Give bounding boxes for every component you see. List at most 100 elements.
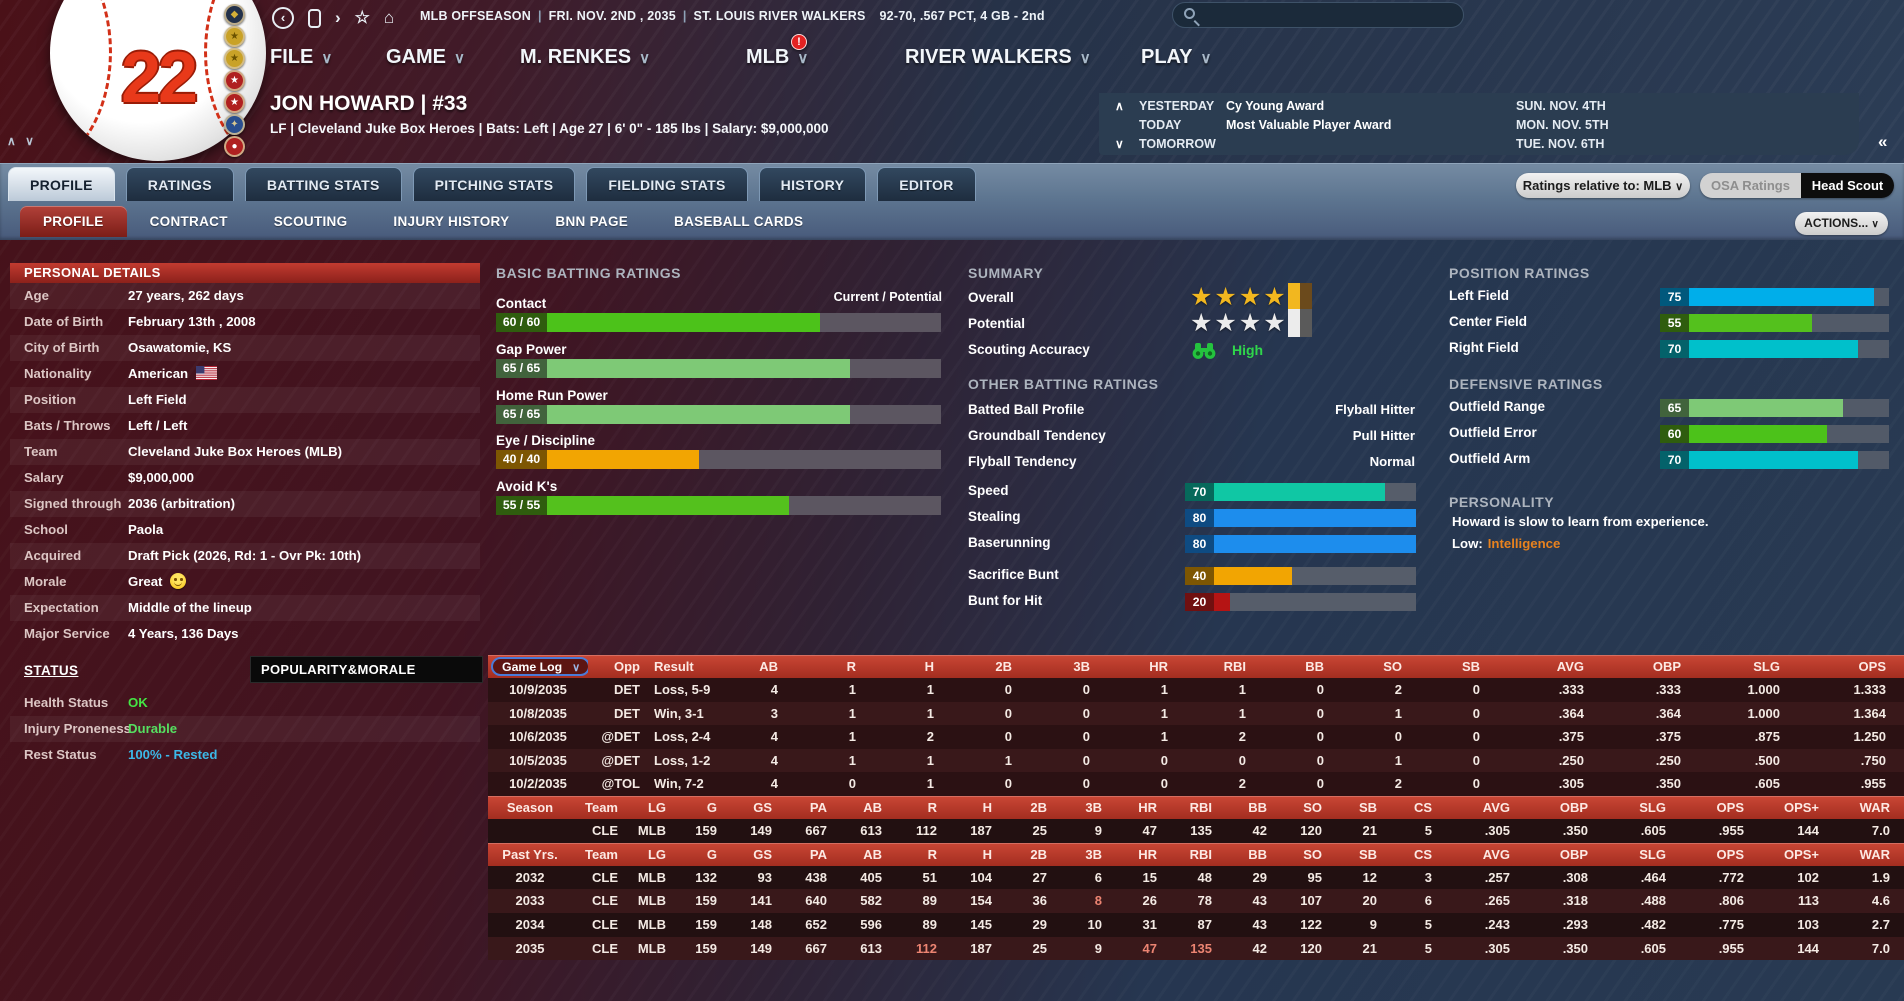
table-row[interactable]: 10/2/2035 @TOL Win, 7-2 4 0 1 0 0 0 2 0 2 0 .305 .350.… xyxy=(488,772,1904,796)
menu-file[interactable]: FILE ∨ xyxy=(270,46,333,68)
tab-fielding-stats[interactable]: FIELDING STATS xyxy=(586,167,748,201)
bookmark-icon[interactable] xyxy=(308,8,321,28)
search-input[interactable] xyxy=(1172,2,1464,28)
star-icon[interactable]: ☆ xyxy=(354,8,370,27)
rating-bar: 20 xyxy=(1185,593,1416,611)
subtab-contract[interactable]: CONTRACT xyxy=(149,214,228,229)
subtab-profile[interactable]: PROFILE xyxy=(20,206,127,237)
chevron-down-icon[interactable]: ∨ xyxy=(1115,137,1124,151)
actions-button[interactable]: ACTIONS... ∨ xyxy=(1795,212,1888,235)
tab-history[interactable]: HISTORY xyxy=(758,167,867,201)
current-date: FRI. NOV. 2ND , 2035 xyxy=(548,9,676,23)
chevron-up-icon[interactable]: ∧ xyxy=(1115,99,1124,113)
table-row[interactable]: 2035 CLE MLB 159 149 667 613 112 187 25 9 47 135 42 12… xyxy=(488,936,1904,961)
column-header: Team xyxy=(585,846,618,862)
detail-label: Salary xyxy=(24,470,64,485)
table-cell: 0 xyxy=(1472,776,1480,792)
tab-ratings[interactable]: RATINGS xyxy=(125,167,234,201)
table-row[interactable]: 2033 CLE MLB 159 141 640 582 89 154 36 8 26 78 43 107 2… xyxy=(488,889,1904,914)
column-header: AVG xyxy=(1482,846,1510,862)
table-cell: 0 xyxy=(1160,776,1168,792)
home-icon[interactable]: ⌂ xyxy=(383,8,395,27)
tab-profile[interactable]: PROFILE xyxy=(8,167,115,201)
collapse-panel-icon[interactable]: « xyxy=(1878,132,1888,151)
schedule-event[interactable]: Most Valuable Player Award xyxy=(1226,118,1392,132)
forward-icon[interactable]: › xyxy=(335,8,341,27)
table-cell: 48 xyxy=(1197,869,1212,885)
menu-play[interactable]: PLAY ∨ xyxy=(1141,46,1212,68)
head-scout-button[interactable]: Head Scout xyxy=(1801,173,1894,198)
status-line: MLB OFFSEASON | FRI. NOV. 2ND , 2035 | ST. L… xyxy=(420,9,1045,23)
menu-river-walkers[interactable]: RIVER WALKERS ∨ xyxy=(905,46,1091,68)
tab-pitching-stats[interactable]: PITCHING STATS xyxy=(412,167,576,201)
rating-value: 55 / 55 xyxy=(496,496,547,516)
table-cell: 0 xyxy=(1160,752,1168,768)
main-tabs: PROFILE RATINGS BATTING STATS PITCHING STAT… xyxy=(8,167,976,201)
ratings-relative-dropdown[interactable]: Ratings relative to: MLB ∨ xyxy=(1516,173,1690,198)
sub-tabs: PROFILE CONTRACT SCOUTING INJURY HISTORY BNN… xyxy=(20,206,826,237)
detail-row: Morale Great xyxy=(10,569,480,595)
status-row: Rest Status 100% - Rested xyxy=(10,742,480,768)
detail-value: Draft Pick (2026, Rd: 1 - Ovr Pk: 10th) xyxy=(128,548,362,563)
user-team[interactable]: ST. LOUIS RIVER WALKERS xyxy=(693,9,866,23)
rating-value: 70 xyxy=(1185,483,1214,501)
rating-bar: 60 xyxy=(1660,425,1889,443)
subtab-scouting[interactable]: SCOUTING xyxy=(273,214,348,229)
table-cell: 89 xyxy=(922,893,937,909)
personality-low-trait[interactable]: Intelligence xyxy=(1487,536,1561,551)
chevron-down-icon: ∨ xyxy=(797,50,809,67)
back-icon[interactable]: ‹ xyxy=(272,7,294,29)
tab-batting-stats[interactable]: BATTING STATS xyxy=(244,167,402,201)
table-row[interactable]: 2032 CLE MLB 132 93 438 405 51 104 27 6 15 48 29 95 12 3… xyxy=(488,865,1904,890)
menu-m-renkes[interactable]: M. RENKES ∨ xyxy=(520,46,651,68)
table-row[interactable]: 10/5/2035 @DET Loss, 1-2 4 1 1 1 0 0 0 0 1 0 .250 .250… xyxy=(488,748,1904,773)
half-star-icon: ★ xyxy=(1287,309,1313,337)
table-cell: .955 xyxy=(1718,940,1744,956)
rating-fill xyxy=(1689,399,1843,417)
table-row[interactable]: 10/6/2035 @DET Loss, 2-4 4 1 2 0 0 1 2 0 0 0 .375 .375… xyxy=(488,725,1904,749)
rating-fill xyxy=(1214,483,1385,501)
rating-bar: 70 xyxy=(1660,340,1889,358)
table-cell: .488 xyxy=(1640,893,1666,909)
player-details: LF | Cleveland Juke Box Heroes | Bats: L… xyxy=(270,121,829,136)
menu-mlb[interactable]: MLB ∨ xyxy=(746,46,809,68)
table-cell: 122 xyxy=(1300,917,1322,933)
table-cell: 21 xyxy=(1362,940,1377,956)
star-icon: ★ xyxy=(1263,309,1288,337)
table-cell: 113 xyxy=(1798,893,1819,909)
popularity-morale-tab[interactable]: POPULARITY&MORALE xyxy=(250,656,483,683)
subtab-bnn-page[interactable]: BNN PAGE xyxy=(555,214,629,229)
other-batting-header: OTHER BATTING RATINGS xyxy=(968,376,1159,392)
table-row[interactable]: 10/8/2035 DET Win, 3-1 3 1 1 0 0 1 1 0 1 0 .364 .364 1.… xyxy=(488,701,1904,726)
column-header: Past Yrs. xyxy=(502,846,558,862)
table-row[interactable]: CLE MLB 159 149 667 613 112 187 25 9 47 135 42 120 21 5… xyxy=(488,818,1904,843)
schedule-event[interactable]: Cy Young Award xyxy=(1226,99,1325,113)
rating-label: Baserunning xyxy=(968,535,1051,550)
table-cell: 4 xyxy=(770,729,778,745)
rating-fill xyxy=(1214,593,1230,611)
osa-ratings-button[interactable]: OSA Ratings xyxy=(1700,173,1801,198)
column-header: R xyxy=(927,799,937,815)
potential-stars: ★★★★★ xyxy=(1190,308,1313,338)
table-row[interactable]: 2034 CLE MLB 159 148 652 596 89 145 29 10 31 87 43 122… xyxy=(488,913,1904,937)
rating-track xyxy=(547,404,941,424)
detail-label: Expectation xyxy=(24,600,99,615)
personal-details-header: PERSONAL DETAILS xyxy=(10,263,480,283)
subtab-baseball-cards[interactable]: BASEBALL CARDS xyxy=(674,214,804,229)
table-cell: @TOL xyxy=(601,776,640,792)
menu-game[interactable]: GAME ∨ xyxy=(386,46,465,68)
game-log-dropdown[interactable]: Game Log ∨ xyxy=(491,657,588,676)
tab-editor[interactable]: EDITOR xyxy=(877,167,976,201)
table-cell: 0 xyxy=(1316,705,1324,721)
scroll-arrows-icon[interactable]: ∧ ∨ xyxy=(7,134,37,148)
table-row[interactable]: 10/9/2035 DET Loss, 5-9 4 1 1 0 0 1 1 0 2 0 .333 .333 1… xyxy=(488,678,1904,702)
subtab-injury-history[interactable]: INJURY HISTORY xyxy=(393,214,510,229)
table-cell: 0 xyxy=(1004,729,1012,745)
chevron-down-icon: ∨ xyxy=(572,662,581,674)
morale-smiley-icon xyxy=(170,573,187,589)
column-header: R xyxy=(927,846,937,862)
table-cell: MLB xyxy=(637,893,666,909)
column-header: OPS xyxy=(1716,799,1744,815)
table-cell: 1 xyxy=(848,752,856,768)
rating-value: 70 xyxy=(1660,340,1689,358)
